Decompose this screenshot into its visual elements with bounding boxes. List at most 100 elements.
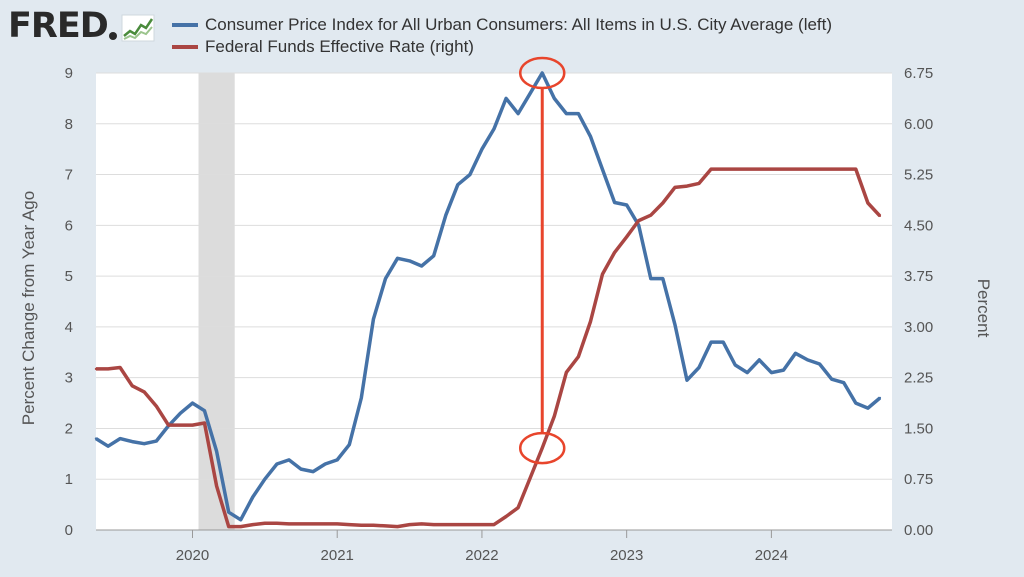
fedfunds-data-point [601, 272, 604, 276]
x-axis-tick-label: 2021 [321, 547, 354, 564]
fedfunds-data-point [492, 523, 496, 526]
fedfunds-data-point [480, 523, 484, 526]
cpi-data-point [516, 112, 520, 115]
legend-swatch-fedfunds [172, 45, 198, 49]
right-axis-tick-label: 6.00 [904, 116, 933, 133]
cpi-data-point [685, 379, 689, 382]
cpi-data-point [179, 412, 182, 415]
cpi-data-point [746, 371, 749, 374]
cpi-data-point [432, 254, 435, 257]
cpi-data-point [106, 445, 110, 448]
fedfunds-data-point [251, 523, 254, 526]
cpi-data-point [649, 277, 652, 280]
cpi-data-point [444, 214, 447, 217]
fedfunds-data-point [311, 522, 315, 526]
right-axis-tick-label: 4.50 [904, 217, 933, 234]
cpi-data-point [806, 358, 809, 362]
cpi-data-point [239, 518, 242, 521]
right-axis-tick-label: 2.25 [904, 370, 933, 387]
cpi-data-point [215, 450, 218, 453]
fedfunds-data-point [396, 525, 399, 528]
fedfunds-data-point [299, 522, 303, 526]
legend-swatch-cpi [172, 23, 198, 27]
fedfunds-data-point [625, 235, 628, 238]
right-axis-title: Percent [974, 279, 993, 338]
fedfunds-data-point [746, 167, 749, 171]
fedfunds-data-point [577, 355, 580, 358]
cpi-data-point [878, 396, 882, 400]
left-axis-tick-label: 7 [65, 167, 73, 184]
fedfunds-data-point [444, 523, 447, 526]
fedfunds-data-point [118, 366, 122, 369]
fedfunds-data-point [661, 201, 664, 205]
cpi-data-point [155, 439, 158, 443]
cpi-data-point [854, 401, 857, 405]
left-axis-tick-label: 3 [65, 370, 73, 387]
fedfunds-data-point [143, 390, 146, 394]
fedfunds-data-point [854, 167, 857, 171]
fred-logo[interactable]: FRED [8, 6, 155, 46]
cpi-data-point [709, 340, 713, 344]
cpi-data-point [287, 458, 291, 462]
cpi-data-point [311, 470, 315, 473]
cpi-data-point [734, 363, 737, 367]
cpi-data-point [420, 264, 423, 268]
fedfunds-data-point [360, 524, 363, 527]
cpi-data-point [565, 112, 568, 115]
chart-header: FRED Consumer Price Index for All Urban … [0, 0, 1024, 60]
fedfunds-data-point [685, 184, 689, 188]
cpi-data-point [770, 371, 773, 374]
fedfunds-data-point [191, 423, 194, 427]
fedfunds-data-point [263, 522, 266, 525]
cpi-data-point [697, 366, 701, 369]
fedfunds-data-point [348, 523, 351, 526]
fedfunds-data-point [758, 167, 761, 171]
fred-logo-text: FRED [8, 6, 109, 46]
right-axis-tick-label: 0.75 [904, 471, 933, 488]
cpi-data-point [348, 443, 351, 446]
left-axis-tick-label: 6 [65, 217, 73, 234]
cpi-data-point [492, 127, 496, 131]
fedfunds-data-point [468, 523, 472, 526]
x-axis-tick-label: 2023 [610, 547, 643, 564]
fedfunds-data-point [420, 522, 423, 526]
annotation-circle-fedfunds [518, 431, 566, 465]
fedfunds-data-point [504, 515, 508, 518]
left-axis-tick-label: 4 [65, 319, 73, 336]
cpi-data-point [589, 135, 592, 138]
cpi-data-point [275, 462, 279, 466]
cpi-data-point [227, 511, 230, 514]
fedfunds-data-point [842, 167, 845, 171]
fedfunds-data-point [794, 167, 797, 171]
fedfunds-data-point [541, 446, 544, 450]
fedfunds-data-point [324, 522, 327, 526]
legend-label-fedfunds: Federal Funds Effective Rate (right) [205, 37, 474, 56]
legend-item-cpi[interactable]: Consumer Price Index for All Urban Consu… [172, 14, 832, 36]
cpi-data-point [794, 352, 797, 355]
fedfunds-data-point [94, 367, 98, 371]
x-axis-tick-label: 2022 [465, 547, 498, 564]
fedfunds-data-point [589, 320, 592, 323]
fedfunds-data-point [131, 384, 134, 387]
cpi-data-point [625, 203, 628, 207]
fedfunds-data-point [637, 219, 640, 222]
fedfunds-data-point [830, 167, 833, 171]
cpi-data-point [504, 97, 508, 100]
fedfunds-data-point [673, 186, 677, 189]
cpi-data-point [408, 259, 411, 263]
fedfunds-data-point [553, 415, 556, 418]
fedfunds-data-point [336, 522, 339, 526]
cpi-data-point [396, 257, 399, 260]
cpi-data-point [468, 173, 472, 176]
recession-shading [198, 73, 235, 530]
cpi-data-point [263, 478, 266, 481]
cpi-data-point [143, 442, 146, 445]
left-axis-title: Percent Change from Year Ago [19, 191, 38, 425]
fedfunds-data-point [516, 506, 520, 509]
cpi-data-point [601, 168, 604, 171]
cpi-data-point [818, 362, 821, 366]
fedfunds-data-point [155, 404, 158, 408]
legend-item-fedfunds[interactable]: Federal Funds Effective Rate (right) [172, 36, 832, 58]
fedfunds-data-point [179, 423, 182, 427]
